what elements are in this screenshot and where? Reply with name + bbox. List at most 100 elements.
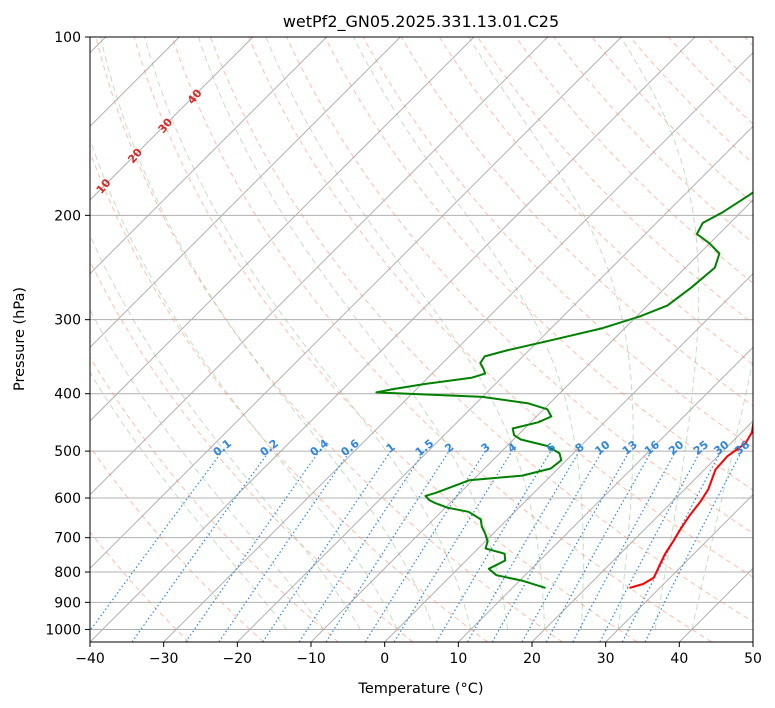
y-axis-title: Pressure (hPa) [12, 287, 28, 391]
moist-adiabat-line [620, 37, 700, 630]
x-tick-label: 0 [380, 651, 389, 667]
dry-adiabat-line [400, 37, 753, 407]
dry-adiabat-label: 30 [156, 115, 176, 135]
mixing-ratio-label: 4 [505, 440, 519, 455]
mixing-ratio-label: 1 [384, 440, 398, 455]
pressure-grid-lines [90, 37, 753, 630]
mixing-ratio-label: 6 [544, 440, 558, 455]
x-tick-label: 30 [597, 651, 615, 667]
dry-adiabat-line [90, 531, 190, 642]
y-tick-label: 100 [54, 30, 81, 46]
moist-adiabat-line [144, 37, 472, 630]
y-tick-label: 1000 [45, 622, 81, 638]
temperature-profile-line [629, 421, 753, 589]
moist-adiabat-line [90, 308, 325, 630]
dry-adiabat-line [90, 259, 414, 642]
dewpoint-profile-line [375, 191, 753, 589]
isotherm-line [90, 37, 401, 349]
dry-adiabat-line [210, 37, 753, 623]
dry-adiabat-line [171, 37, 712, 642]
mixing-ratio-line [644, 450, 743, 642]
mixing-ratio-label: 0.4 [308, 437, 332, 459]
plot-frame [89, 36, 754, 643]
mixing-ratio-label: 13 [620, 438, 640, 458]
mixing-ratio-label: 2 [442, 440, 456, 455]
dry-adiabat-line [248, 37, 753, 578]
moist-adiabat-line [197, 37, 509, 630]
y-tick-label: 300 [54, 313, 81, 329]
moist-adiabat-line [90, 234, 361, 630]
mixing-ratio-label: 0.6 [338, 437, 362, 459]
y-tick-label: 600 [54, 491, 81, 507]
plot-area: 0.10.20.40.611.52346810131620253036-100-… [26, 37, 753, 642]
moist-adiabat-line [90, 371, 288, 630]
isotherm-line [531, 420, 753, 642]
dry-adiabat-line [286, 37, 753, 534]
mixing-ratio-line [435, 450, 552, 642]
dry-adiabat-line [90, 445, 264, 642]
mixing-ratio-label: 10 [592, 438, 612, 458]
x-tick-label: 40 [670, 651, 688, 667]
dry-adiabat-line [133, 37, 638, 642]
dry-adiabats [90, 37, 753, 642]
mixing-ratio-label: 3 [479, 440, 493, 455]
mixing-ratio-line [218, 450, 351, 642]
mixing-ratio-label: 0.2 [258, 437, 281, 459]
chart-title: wetPf2_GN05.2025.331.13.01.C25 [283, 12, 559, 32]
moist-adiabat-line [691, 358, 753, 630]
y-tick-label: 400 [54, 387, 81, 403]
dry-adiabat-label: 40 [185, 86, 205, 106]
mixing-ratio-line [572, 450, 677, 642]
y-tick-label: 800 [54, 565, 81, 581]
y-tick-label: 900 [54, 595, 81, 611]
dry-adiabat-line [668, 37, 753, 125]
dry-adiabat-line [515, 37, 753, 284]
mixing-ratio-line [599, 450, 702, 642]
dry-adiabat-line [706, 37, 753, 86]
dry-adiabat-label: 20 [125, 146, 145, 166]
y-tick-label: 200 [54, 208, 81, 224]
isotherm-line [90, 37, 696, 642]
dry-adiabat-line [90, 356, 339, 642]
moist-adiabat-line [468, 37, 634, 630]
isotherm-line [236, 125, 753, 642]
mixing-ratio-line [545, 450, 653, 642]
x-tick-label: 50 [744, 651, 762, 667]
mixing-ratio-line [90, 450, 223, 632]
mixing-ratio-line [131, 450, 270, 642]
isotherm-line [384, 272, 753, 642]
x-tick-label: 10 [449, 651, 467, 667]
y-tick-label: 500 [54, 444, 81, 460]
mixing-ratio-lines [90, 450, 743, 642]
x-tick-label: −30 [149, 651, 179, 667]
dry-adiabat-line [744, 37, 753, 47]
moist-adiabat-line [352, 37, 584, 630]
dry-adiabat-line [591, 37, 753, 204]
isotherm-line [90, 37, 328, 275]
x-axis-ticks: −40 −30 −20 −10 0 10 20 30 40 50 [75, 642, 762, 667]
dry-adiabat-line [553, 37, 753, 244]
moist-adiabat-line [100, 37, 435, 630]
skewed-isotherms [90, 37, 753, 642]
isotherm-line [163, 51, 753, 642]
isotherm-line [90, 37, 622, 570]
y-tick-label: 700 [54, 531, 81, 547]
mixing-ratio-label: 0.1 [211, 437, 234, 459]
x-tick-label: −40 [75, 651, 105, 667]
mixing-ratio-label: 1.5 [413, 437, 436, 459]
isotherm-line [605, 493, 753, 642]
mixing-ratio-line [262, 450, 392, 642]
dry-adiabat-label: -10 [26, 240, 49, 264]
isopleth-labels: 0.10.20.40.611.52346810131620253036-100-… [26, 86, 753, 459]
mixing-ratio-label: 20 [666, 438, 686, 458]
mixing-ratio-line [393, 450, 513, 642]
mixing-ratio-line [521, 450, 631, 642]
dry-adiabat-line [438, 37, 753, 366]
isotherm-line [752, 641, 753, 642]
mixing-ratio-line [364, 450, 486, 642]
moist-adiabats [90, 37, 753, 630]
profile-series [375, 191, 753, 589]
x-axis-title: Temperature (°C) [357, 681, 483, 697]
mixing-ratio-line [298, 450, 425, 642]
